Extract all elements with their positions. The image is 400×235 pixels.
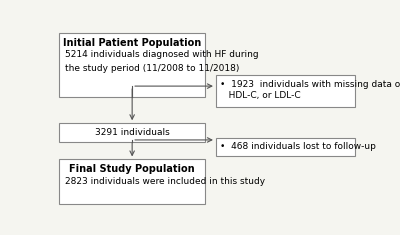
- Text: •  1923  individuals with missing data of TC,: • 1923 individuals with missing data of …: [220, 80, 400, 89]
- Text: 5214 individuals diagnosed with HF during: 5214 individuals diagnosed with HF durin…: [65, 50, 258, 59]
- Bar: [59, 33, 205, 97]
- Bar: [216, 75, 355, 107]
- Text: HDL-C, or LDL-C: HDL-C, or LDL-C: [220, 91, 301, 100]
- Text: Final Study Population: Final Study Population: [69, 164, 195, 174]
- Bar: [59, 159, 205, 204]
- Text: •  468 individuals lost to follow-up: • 468 individuals lost to follow-up: [220, 142, 376, 151]
- Text: 2823 individuals were included in this study: 2823 individuals were included in this s…: [65, 177, 265, 187]
- Text: Initial Patient Population: Initial Patient Population: [63, 38, 201, 48]
- Bar: [59, 123, 205, 142]
- Text: the study period (11/2008 to 11/2018): the study period (11/2008 to 11/2018): [65, 64, 239, 73]
- Text: 3291 individuals: 3291 individuals: [95, 128, 170, 137]
- Bar: [216, 138, 355, 156]
